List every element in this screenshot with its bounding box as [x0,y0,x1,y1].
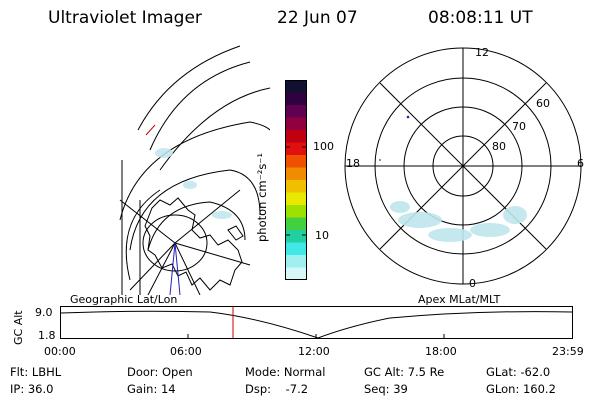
meridian-line [149,61,251,151]
y-tick-1-8: 1.8 [38,329,56,342]
color-bar-segment [285,117,307,131]
polar-plot [344,47,582,285]
door-label: Door: Open [127,365,193,379]
aurora-emission [183,181,197,189]
color-bar-segment [285,230,307,243]
x-tick-1800: 18:00 [425,345,457,358]
coastline [144,197,243,291]
aurora-emission [503,206,527,224]
aurora-emission [428,228,472,242]
lat-label-80: 80 [492,140,506,153]
aurora-emission [470,223,510,237]
data-point [406,115,410,119]
x-tick-0600: 06:00 [170,345,202,358]
color-bar-segment [285,255,307,268]
color-unit-label: photon cm⁻²s⁻¹ [255,153,269,242]
altitude-timeline [60,306,573,339]
color-bar-segment [285,142,307,156]
mlt-label-18: 18 [346,157,360,170]
color-tick-label-10: 10 [315,229,329,242]
mlt-label-6: 6 [577,157,584,170]
meridian-line [119,199,176,244]
color-scale-bar [285,80,307,280]
geographic-title: Geographic Lat/Lon [70,293,178,306]
data-point [379,159,381,161]
meridian-line [129,242,176,291]
aurora-emission [398,212,442,228]
glon-label: GLon: 160.2 [486,382,556,396]
color-bar-segment [285,80,307,93]
color-bar-segment [285,180,307,193]
date-label: 22 Jun 07 [277,8,358,28]
color-tick-label-100: 100 [313,140,334,153]
lat-label-70: 70 [512,120,526,133]
terminator-line [145,124,156,136]
color-bar-segment [285,92,307,106]
meridian-line [174,189,241,244]
color-bar-segment [285,105,307,118]
latitude-line [125,189,161,281]
color-bar-segment [285,242,307,256]
meridian-line [137,45,241,131]
y-tick-9: 9.0 [35,306,53,319]
mlt-label-12: 12 [475,46,489,59]
aurora-emission [212,211,232,219]
color-bar-segment [285,267,307,280]
meridian-line [174,242,251,266]
noon-meridian [169,242,176,295]
y-axis-label: GC Alt [12,310,25,345]
time-label: 08:08:11 UT [428,8,533,28]
aurora-emission [390,201,410,213]
gain-label: Gain: 14 [127,382,176,396]
aurora-emission [155,148,173,158]
glat-label: GLat: -62.0 [486,365,551,379]
gc-alt-label: GC Alt: 7.5 Re [364,365,445,379]
altitude-curve [60,310,573,339]
mode-label: Mode: Normal [245,365,326,379]
x-tick-1200: 12:00 [298,345,330,358]
ip-label: IP: 36.0 [10,382,54,396]
mlt-label-0: 0 [469,277,476,290]
meridian-line [174,242,201,295]
color-bar-frame [285,80,307,280]
dsp-label: Dsp: -7.2 [245,382,309,396]
meridian-line [159,87,270,171]
apex-title: Apex MLat/MLT [418,293,501,306]
meridian-line [147,242,176,295]
coastline [227,225,244,241]
color-bar-segment [285,205,307,218]
color-bar-segment [285,155,307,168]
filter-label: Flt: LBHL [10,365,62,379]
geographic-map [119,45,270,295]
sequence-label: Seq: 39 [364,382,408,396]
color-bar-segment [285,192,307,206]
color-bar-segment [285,130,307,143]
x-tick-0000: 00:00 [44,345,76,358]
x-tick-2359: 23:59 [552,345,584,358]
latitude-line [119,121,270,221]
lat-label-60: 60 [536,97,550,110]
color-bar-segment [285,167,307,181]
noon-meridian [174,242,181,295]
color-bar-segment [285,217,307,231]
instrument-title: Ultraviolet Imager [48,8,202,28]
